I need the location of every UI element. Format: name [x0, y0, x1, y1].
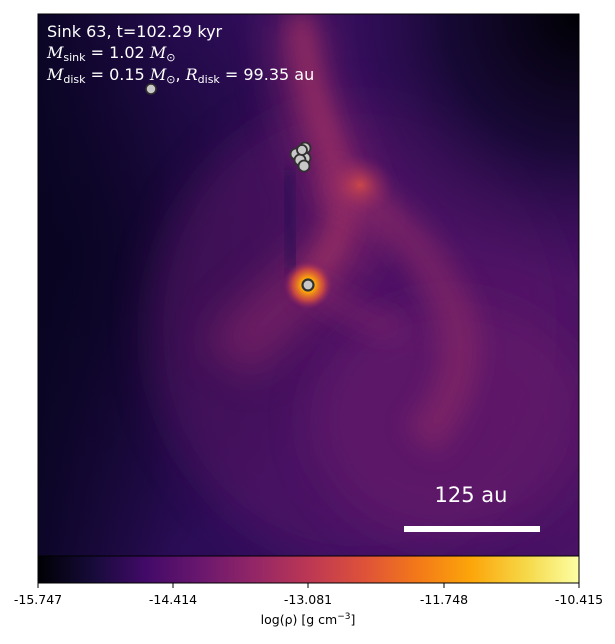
colorbar-ticks	[37, 583, 580, 588]
scale-bar-label: 125 au	[434, 483, 508, 507]
colorbar-tick-label: -14.414	[148, 592, 198, 607]
companion-sink	[297, 159, 311, 173]
colorbar-label-tail: ]	[350, 612, 356, 628]
colorbar	[37, 555, 580, 584]
scale-bar	[404, 526, 540, 532]
companion-sink	[296, 144, 308, 156]
colorbar-tick-label: -13.081	[283, 592, 333, 607]
sink-mass-label: Msink = 1.02 M⊙	[47, 43, 176, 64]
panel-title: Sink 63, t=102.29 kyr	[47, 22, 223, 41]
colorbar-tick-label: -10.415	[554, 592, 604, 607]
disk-radius-value: 99.35	[243, 65, 290, 84]
colorbar-tick-label: -11.748	[419, 592, 469, 607]
colorbar-label: log(ρ) [g cm−3]	[261, 612, 356, 627]
colorbar-tick-label: -15.747	[13, 592, 63, 607]
disk-properties-label: Mdisk = 0.15 M⊙, Rdisk = 99.35 au	[47, 65, 315, 86]
colorbar-label-main: log(ρ) [g cm	[260, 612, 338, 628]
sink-particles	[145, 83, 315, 292]
isolated-sink	[145, 83, 157, 95]
sink-mass-value: 1.02	[109, 43, 145, 62]
colorbar-label-exponent: −3	[337, 612, 351, 622]
main-sink	[301, 278, 315, 292]
disk-mass-value: 0.15	[109, 65, 145, 84]
disk-radius-unit: au	[294, 65, 315, 84]
